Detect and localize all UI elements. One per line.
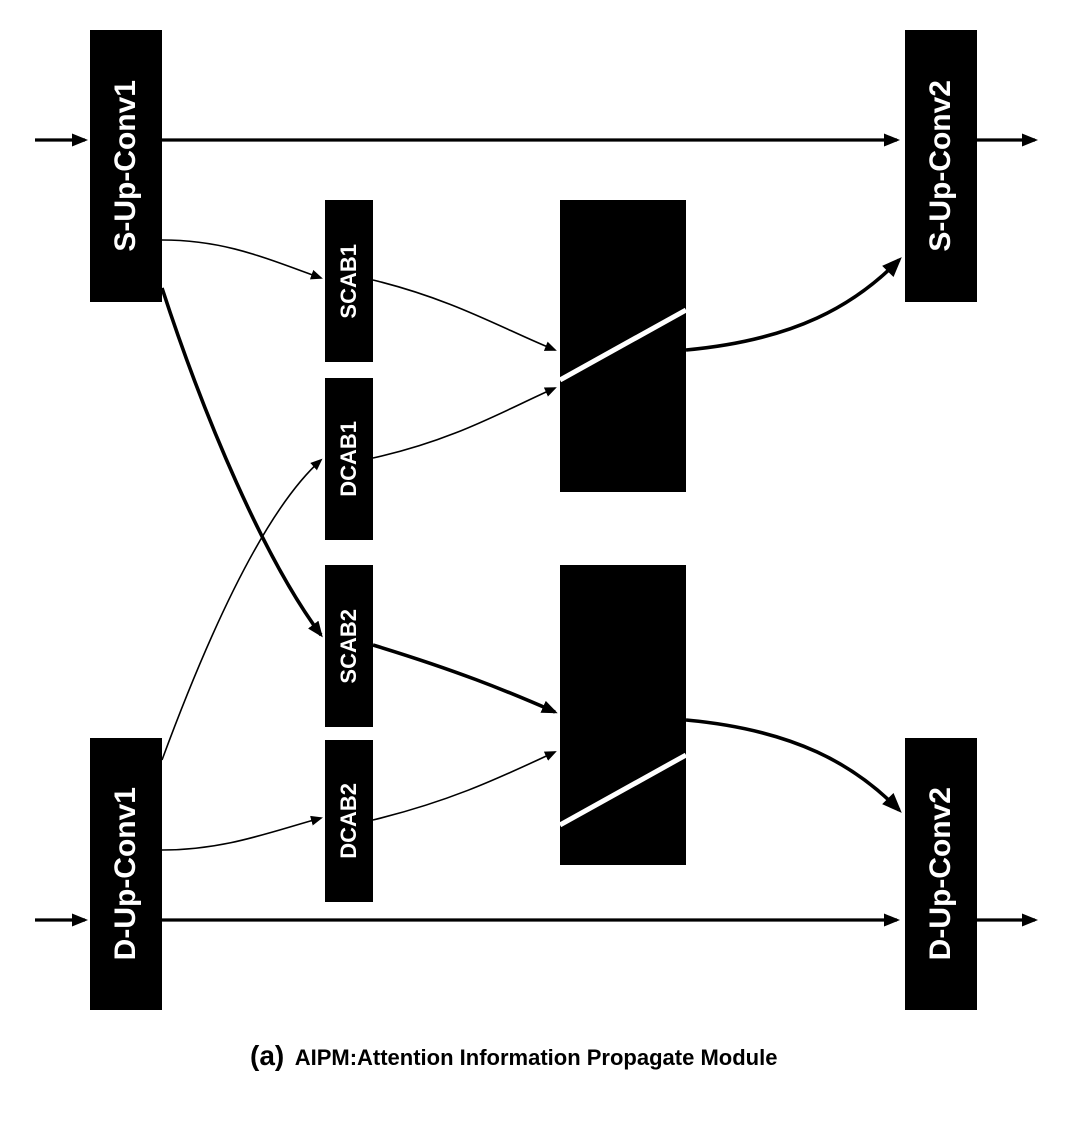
- block-dcab2: DCAB2: [325, 740, 373, 902]
- label-d-up-conv1: D-Up-Conv1: [109, 787, 143, 960]
- label-d-up-conv2: D-Up-Conv2: [924, 787, 958, 960]
- diagram-caption: (a) AIPM:Attention Information Propagate…: [250, 1040, 777, 1072]
- block-scab1: SCAB1: [325, 200, 373, 362]
- label-scab1: SCAB1: [336, 244, 362, 319]
- block-s-up-conv1: S-Up-Conv1: [90, 30, 162, 302]
- block-s-up-conv2: S-Up-Conv2: [905, 30, 977, 302]
- slash-icon: [560, 200, 686, 492]
- label-dcab1: DCAB1: [336, 421, 362, 497]
- label-scab2: SCAB2: [336, 609, 362, 684]
- diagram-edges: [35, 20, 1040, 1020]
- block-merge1: [560, 200, 686, 492]
- block-merge2: [560, 565, 686, 865]
- block-d-up-conv1: D-Up-Conv1: [90, 738, 162, 1010]
- caption-text: AIPM:Attention Information Propagate Mod…: [295, 1045, 778, 1070]
- aipm-diagram: S-Up-Conv1 D-Up-Conv1 S-Up-Conv2 D-Up-Co…: [35, 20, 1040, 1020]
- label-s-up-conv2: S-Up-Conv2: [924, 80, 958, 252]
- label-s-up-conv1: S-Up-Conv1: [109, 80, 143, 252]
- block-scab2: SCAB2: [325, 565, 373, 727]
- block-d-up-conv2: D-Up-Conv2: [905, 738, 977, 1010]
- block-dcab1: DCAB1: [325, 378, 373, 540]
- slash-icon: [560, 565, 686, 865]
- caption-prefix: (a): [250, 1040, 284, 1071]
- label-dcab2: DCAB2: [336, 783, 362, 859]
